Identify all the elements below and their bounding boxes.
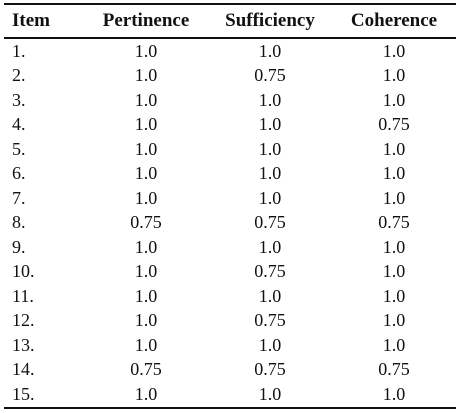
cell-sufficiency: 1.0 — [258, 89, 282, 110]
cell-item: 7. — [12, 187, 26, 208]
cell-pertinence: 0.75 — [130, 359, 162, 380]
table-row: 14. 0.75 0.75 0.75 — [4, 358, 456, 383]
cell-sufficiency: 1.0 — [258, 285, 282, 306]
table-row: 12. 1.0 0.75 1.0 — [4, 309, 456, 334]
cell-item: 2. — [12, 65, 26, 86]
cell-sufficiency: 0.75 — [254, 261, 286, 282]
cell-coherence: 1.0 — [382, 285, 406, 306]
evaluation-table-container: Item Pertinence Sufficiency Coherence 1.… — [4, 3, 456, 409]
cell-coherence: 1.0 — [382, 236, 406, 257]
table-row: 11. 1.0 1.0 1.0 — [4, 284, 456, 309]
cell-coherence: 1.0 — [382, 261, 406, 282]
cell-pertinence: 1.0 — [134, 261, 158, 282]
table-row: 10. 1.0 0.75 1.0 — [4, 260, 456, 285]
cell-item: 3. — [12, 89, 26, 110]
cell-sufficiency: 1.0 — [258, 334, 282, 355]
header-pertinence: Pertinence — [102, 10, 190, 31]
table-row: 3. 1.0 1.0 1.0 — [4, 88, 456, 113]
cell-sufficiency: 1.0 — [258, 114, 282, 135]
table-row: 2. 1.0 0.75 1.0 — [4, 64, 456, 89]
cell-coherence: 1.0 — [382, 334, 406, 355]
header-item: Item — [12, 10, 50, 31]
table-row: 1. 1.0 1.0 1.0 — [4, 38, 456, 64]
cell-item: 10. — [12, 261, 35, 282]
cell-item: 11. — [12, 285, 34, 306]
table-header: Item Pertinence Sufficiency Coherence — [4, 4, 456, 38]
cell-coherence: 1.0 — [382, 163, 406, 184]
cell-item: 13. — [12, 334, 35, 355]
cell-sufficiency: 0.75 — [254, 65, 286, 86]
cell-sufficiency: 0.75 — [254, 212, 286, 233]
cell-pertinence: 1.0 — [134, 383, 158, 404]
cell-pertinence: 1.0 — [134, 334, 158, 355]
evaluation-table: Item Pertinence Sufficiency Coherence 1.… — [4, 3, 456, 409]
cell-pertinence: 1.0 — [134, 138, 158, 159]
cell-sufficiency: 1.0 — [258, 163, 282, 184]
cell-item: 6. — [12, 163, 26, 184]
cell-coherence: 1.0 — [382, 383, 406, 404]
cell-item: 15. — [12, 383, 35, 404]
cell-sufficiency: 1.0 — [258, 383, 282, 404]
cell-coherence: 1.0 — [382, 310, 406, 331]
cell-pertinence: 1.0 — [134, 310, 158, 331]
cell-pertinence: 1.0 — [134, 40, 158, 61]
cell-coherence: 0.75 — [378, 359, 410, 380]
cell-coherence: 1.0 — [382, 89, 406, 110]
header-row: Item Pertinence Sufficiency Coherence — [4, 4, 456, 38]
table-row: 4. 1.0 1.0 0.75 — [4, 113, 456, 138]
cell-sufficiency: 1.0 — [258, 187, 282, 208]
cell-coherence: 0.75 — [378, 212, 410, 233]
cell-item: 8. — [12, 212, 26, 233]
table-row: 7. 1.0 1.0 1.0 — [4, 186, 456, 211]
cell-pertinence: 1.0 — [134, 65, 158, 86]
cell-coherence: 1.0 — [382, 65, 406, 86]
cell-sufficiency: 1.0 — [258, 138, 282, 159]
cell-item: 1. — [12, 40, 26, 61]
cell-sufficiency: 0.75 — [254, 359, 286, 380]
cell-item: 12. — [12, 310, 35, 331]
cell-pertinence: 1.0 — [134, 163, 158, 184]
cell-item: 5. — [12, 138, 26, 159]
cell-item: 4. — [12, 114, 26, 135]
header-coherence: Coherence — [350, 10, 438, 31]
header-sufficiency: Sufficiency — [225, 10, 315, 31]
cell-pertinence: 0.75 — [130, 212, 162, 233]
cell-coherence: 0.75 — [378, 114, 410, 135]
cell-coherence: 1.0 — [382, 138, 406, 159]
cell-pertinence: 1.0 — [134, 89, 158, 110]
cell-sufficiency: 1.0 — [258, 236, 282, 257]
cell-item: 9. — [12, 236, 26, 257]
cell-coherence: 1.0 — [382, 40, 406, 61]
table-body: 1. 1.0 1.0 1.0 2. 1.0 0.75 1.0 3. 1.0 1.0 1.0 4. 1.0 1… — [4, 38, 456, 408]
table-row: 13. 1.0 1.0 1.0 — [4, 333, 456, 358]
table-row: 9. 1.0 1.0 1.0 — [4, 235, 456, 260]
cell-pertinence: 1.0 — [134, 187, 158, 208]
cell-pertinence: 1.0 — [134, 236, 158, 257]
table-row: 8. 0.75 0.75 0.75 — [4, 211, 456, 236]
cell-pertinence: 1.0 — [134, 285, 158, 306]
cell-coherence: 1.0 — [382, 187, 406, 208]
cell-pertinence: 1.0 — [134, 114, 158, 135]
cell-sufficiency: 1.0 — [258, 40, 282, 61]
table-row: 6. 1.0 1.0 1.0 — [4, 162, 456, 187]
table-row: 15. 1.0 1.0 1.0 — [4, 382, 456, 408]
cell-item: 14. — [12, 359, 35, 380]
cell-sufficiency: 0.75 — [254, 310, 286, 331]
table-row: 5. 1.0 1.0 1.0 — [4, 137, 456, 162]
